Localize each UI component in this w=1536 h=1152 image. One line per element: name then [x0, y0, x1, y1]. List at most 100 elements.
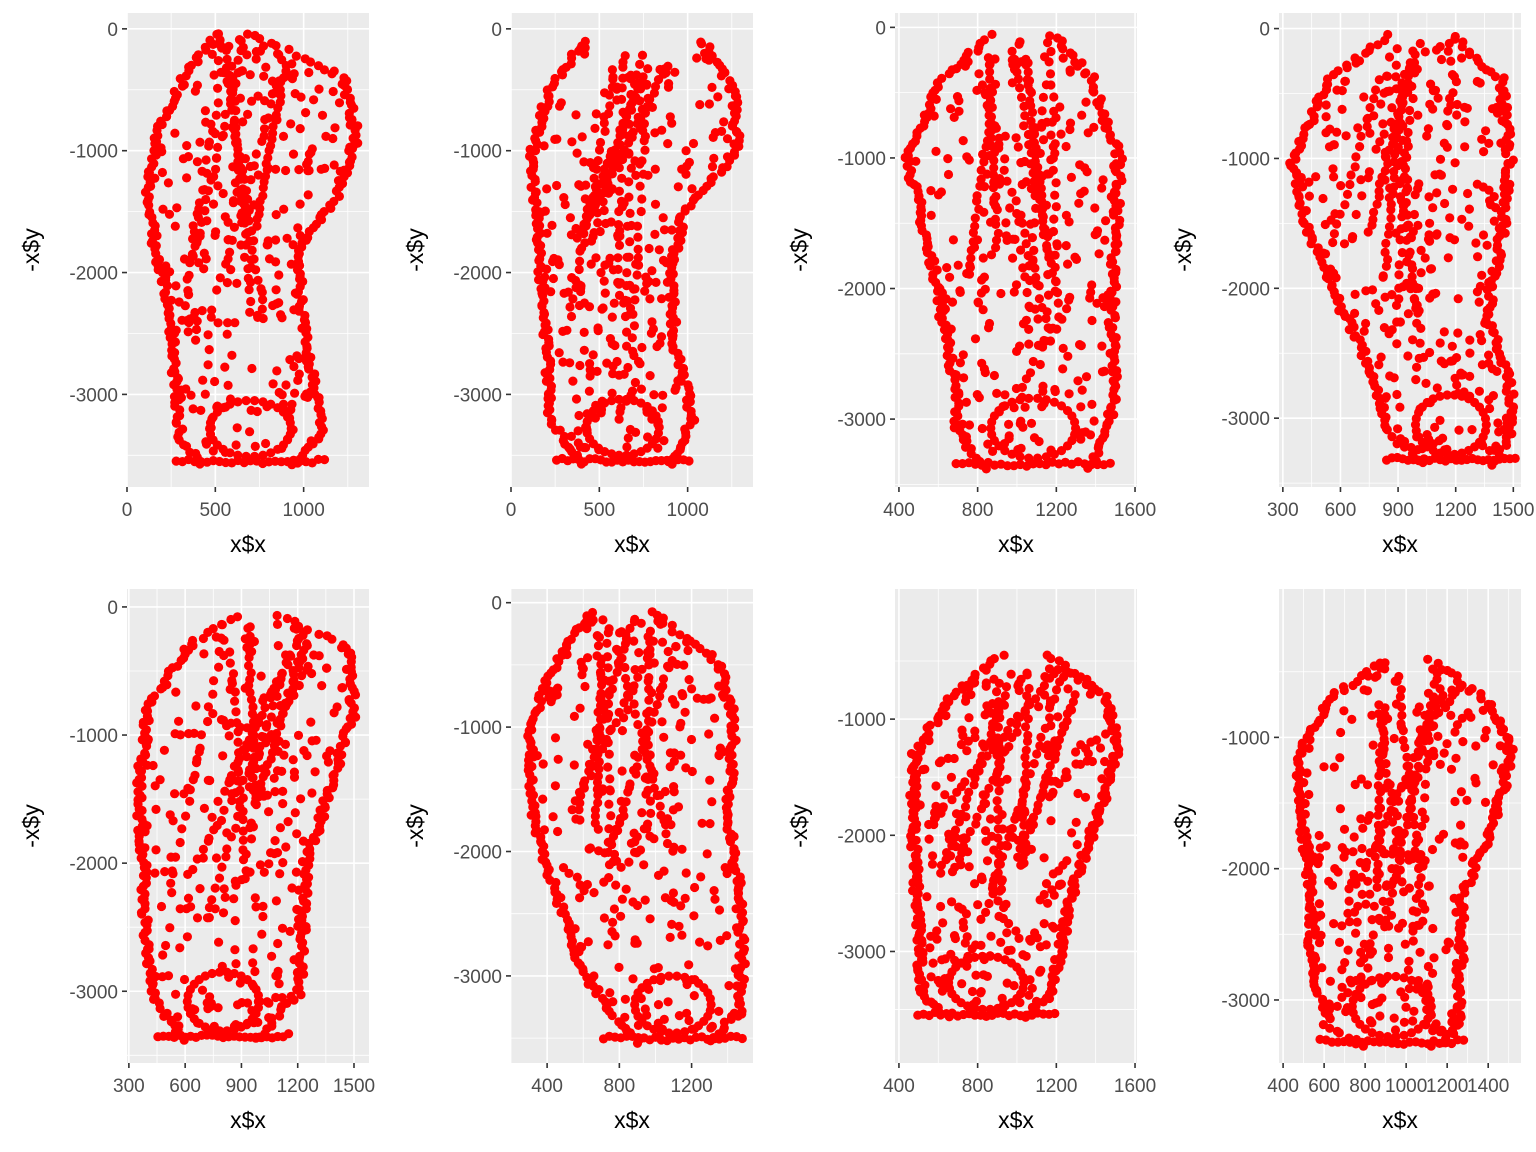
data-point	[692, 53, 702, 63]
data-point	[637, 194, 647, 204]
data-point	[291, 867, 301, 877]
data-point	[624, 783, 635, 793]
data-point	[295, 199, 305, 209]
data-point	[988, 740, 998, 750]
data-point	[1051, 113, 1061, 123]
data-point	[261, 62, 271, 72]
data-point	[285, 413, 295, 423]
data-point	[971, 819, 981, 829]
data-point	[608, 997, 618, 1007]
data-point	[629, 321, 640, 331]
data-point	[210, 883, 220, 893]
data-point	[966, 768, 976, 779]
data-point	[944, 69, 954, 79]
data-point	[536, 208, 546, 218]
data-point	[1058, 364, 1068, 374]
data-point	[649, 658, 659, 668]
data-point	[1480, 318, 1490, 328]
data-point	[1052, 241, 1062, 251]
data-point	[616, 796, 626, 806]
data-point	[1023, 58, 1033, 68]
data-point	[222, 278, 232, 288]
y-tick-label: -3000	[453, 385, 502, 406]
data-point	[281, 650, 291, 660]
data-point	[242, 752, 252, 762]
data-point	[166, 878, 176, 888]
data-point	[298, 630, 308, 641]
data-point	[636, 206, 646, 217]
data-point	[549, 253, 559, 264]
data-point	[579, 345, 589, 355]
data-point	[217, 862, 227, 872]
data-point	[278, 786, 288, 797]
data-point	[247, 363, 257, 374]
data-point	[276, 674, 286, 684]
data-point	[1425, 264, 1436, 274]
data-point	[634, 648, 644, 658]
data-point	[595, 137, 606, 148]
data-point	[992, 687, 1002, 697]
data-point	[240, 218, 250, 228]
data-point	[1392, 389, 1402, 400]
data-point	[617, 726, 628, 736]
data-point	[185, 314, 195, 324]
data-point	[182, 274, 192, 284]
data-point	[220, 109, 230, 119]
data-point	[653, 419, 663, 429]
data-point	[259, 124, 270, 134]
data-point	[1109, 210, 1119, 220]
data-point	[559, 193, 569, 203]
data-point	[1044, 252, 1054, 263]
data-point	[577, 670, 587, 680]
data-point	[1391, 84, 1401, 94]
data-point	[633, 112, 643, 122]
data-point	[1077, 385, 1087, 395]
data-point	[675, 722, 685, 732]
data-point	[1329, 172, 1339, 182]
data-point	[607, 65, 618, 75]
data-point	[1340, 200, 1350, 210]
data-points	[525, 36, 745, 469]
data-point	[1015, 83, 1025, 93]
data-point	[1321, 100, 1331, 110]
data-point	[248, 944, 258, 954]
data-point	[615, 226, 625, 236]
data-point	[199, 264, 209, 274]
data-point	[670, 67, 680, 77]
data-point	[1050, 148, 1060, 158]
data-point	[1474, 297, 1484, 307]
data-point	[253, 91, 263, 101]
data-point	[707, 162, 718, 172]
data-point	[657, 403, 667, 413]
data-point	[174, 1021, 184, 1031]
data-point	[994, 139, 1004, 149]
data-point	[1390, 135, 1400, 145]
data-point	[645, 371, 655, 381]
data-point	[1325, 124, 1335, 134]
data-point	[1011, 196, 1021, 206]
data-point	[1381, 238, 1391, 248]
data-point	[585, 371, 595, 381]
data-point	[164, 209, 175, 219]
x-tick-label: 1500	[333, 1076, 375, 1097]
data-point	[627, 333, 637, 343]
data-point	[1484, 185, 1494, 195]
data-point	[245, 823, 255, 833]
data-point	[151, 845, 161, 855]
data-point	[604, 799, 614, 809]
data-point	[649, 88, 660, 98]
data-point	[911, 156, 921, 166]
data-point	[1017, 179, 1027, 190]
data-point	[171, 989, 181, 999]
data-point	[168, 869, 178, 879]
data-point	[633, 1020, 644, 1030]
data-point	[1354, 56, 1365, 66]
data-point	[213, 83, 223, 93]
data-point	[1376, 352, 1386, 362]
data-point	[689, 991, 699, 1001]
data-point	[1374, 305, 1384, 315]
data-point	[547, 693, 558, 703]
data-point	[1425, 347, 1435, 358]
data-point	[1457, 42, 1467, 52]
data-point	[1046, 130, 1056, 140]
